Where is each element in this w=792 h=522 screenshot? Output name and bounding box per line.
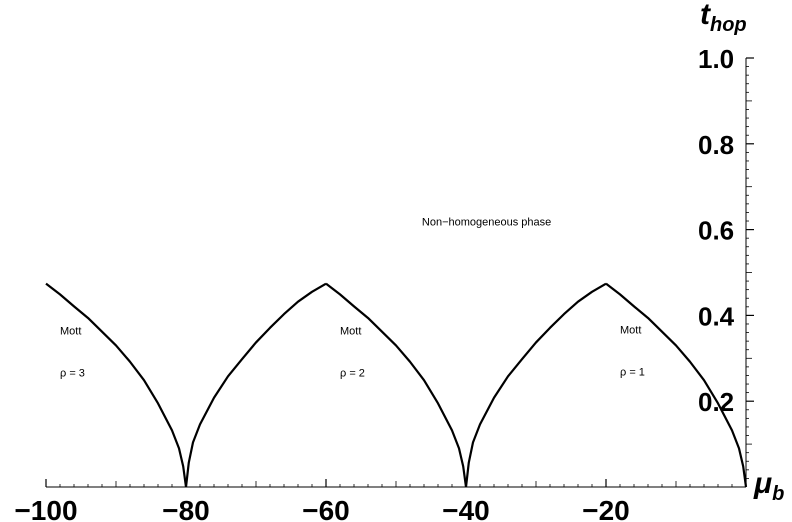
annotation-6: Mott bbox=[620, 324, 641, 336]
x-tick-label: −80 bbox=[162, 495, 210, 522]
x-tick-label: −40 bbox=[442, 495, 490, 522]
y-tick-label: 1.0 bbox=[698, 44, 734, 74]
annotation-1: Non−homogeneous phase bbox=[422, 216, 551, 228]
y-tick-label: 0.4 bbox=[698, 301, 735, 331]
y-tick-label: 0.8 bbox=[698, 130, 734, 160]
boundary-curve-1 bbox=[45, 282, 188, 488]
annotation-5: ρ = 2 bbox=[340, 367, 365, 379]
x-tick-label: −20 bbox=[582, 495, 630, 522]
boundary-curve-4 bbox=[464, 282, 607, 488]
boundary-curve-2 bbox=[184, 282, 327, 488]
x-tick-label: −60 bbox=[302, 495, 350, 522]
boundary-curve-5 bbox=[605, 282, 748, 488]
y-tick-label: 0.2 bbox=[698, 387, 734, 417]
annotation-4: Mott bbox=[340, 326, 361, 338]
x-tick-label: −100 bbox=[14, 495, 77, 522]
y-axis-title-main: t bbox=[700, 0, 712, 31]
y-axis-title: thop bbox=[700, 0, 747, 36]
region-annotations: Non−homogeneous phase Mott ρ = 3 Mott ρ = 2 M… bbox=[60, 216, 645, 379]
x-axis-title: μb bbox=[753, 467, 784, 505]
boundary-curve-3 bbox=[325, 282, 468, 488]
annotation-2: Mott bbox=[60, 326, 81, 338]
x-axis-title-sub: b bbox=[772, 483, 784, 505]
x-axis-title-main: μ bbox=[753, 467, 772, 500]
axis-ticks bbox=[45, 57, 754, 487]
y-tick-label: 0.6 bbox=[698, 216, 734, 246]
annotation-7: ρ = 1 bbox=[620, 366, 645, 378]
phase-boundary-curves bbox=[45, 282, 748, 488]
tick-labels: −100 −80 −60 −40 −20 0.2 0.4 0.6 0.8 1.0 bbox=[14, 44, 734, 522]
annotation-3: ρ = 3 bbox=[60, 367, 85, 379]
y-axis-title-sub: hop bbox=[710, 14, 747, 36]
